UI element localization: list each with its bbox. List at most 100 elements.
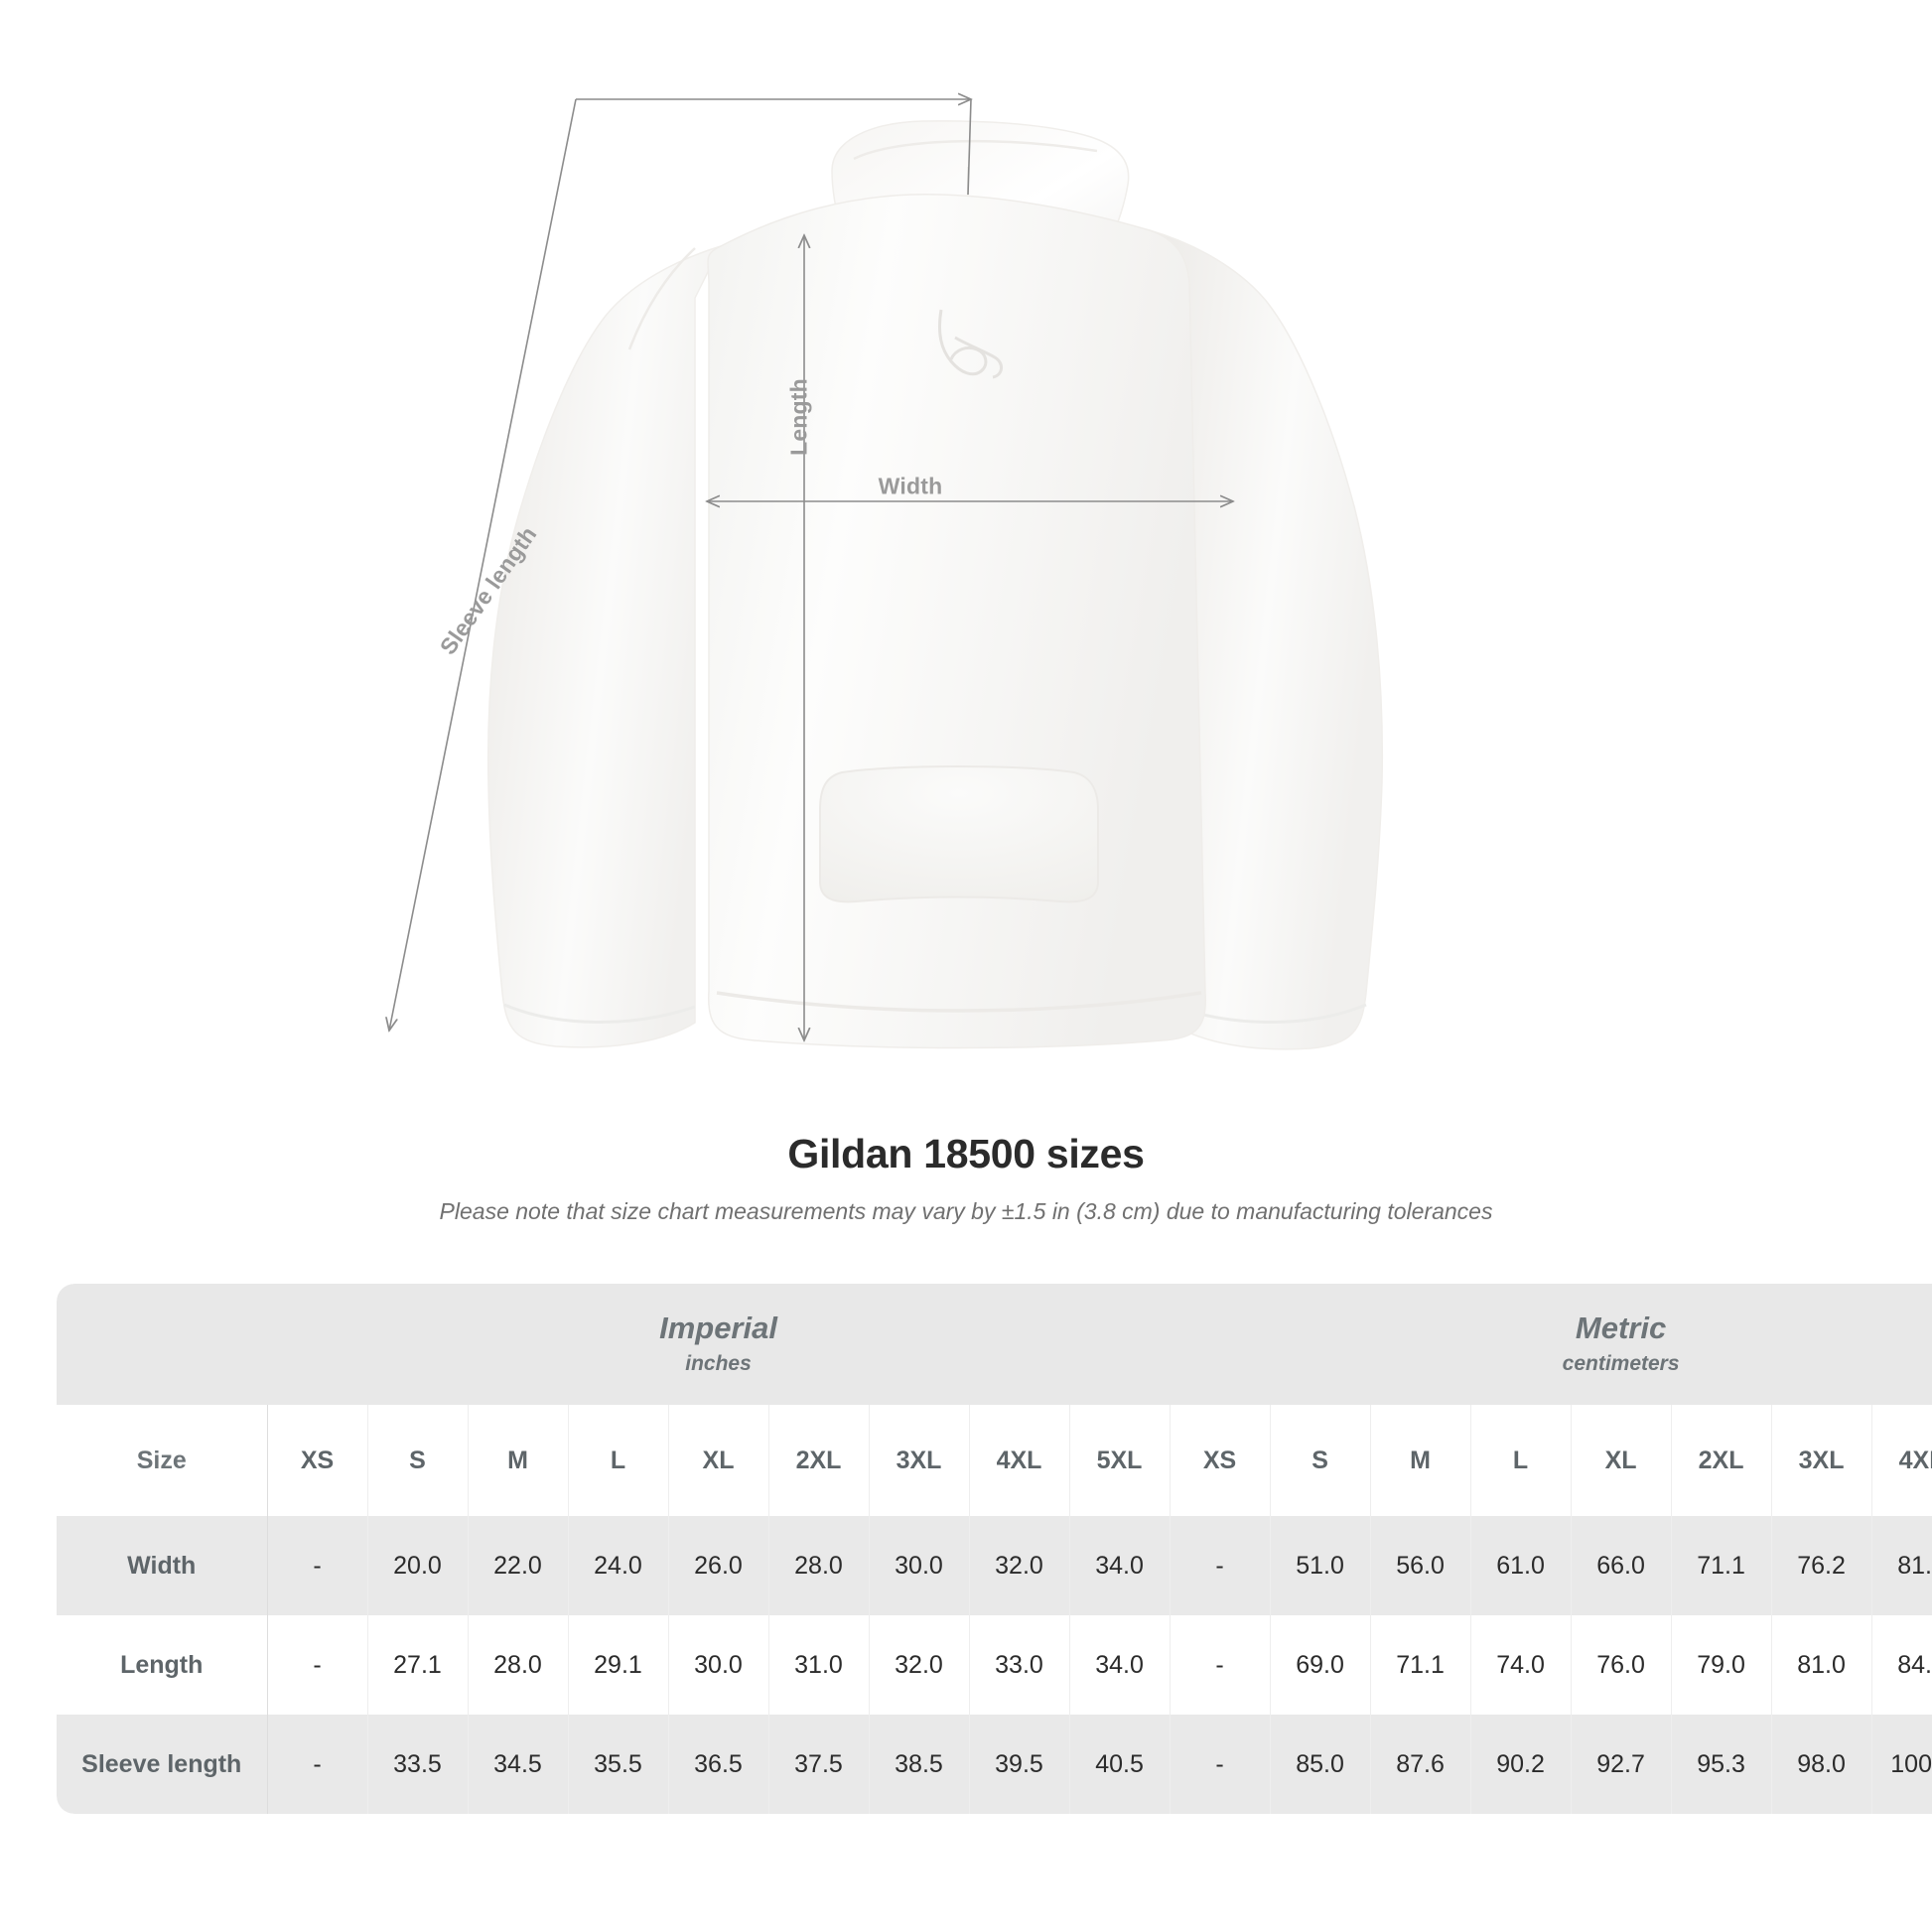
page-title: Gildan 18500 sizes	[787, 1131, 1145, 1176]
unit-group-imperial-sub: inches	[685, 1351, 752, 1375]
cell-width-metric-s: 51.0	[1270, 1516, 1371, 1615]
cell-length-imperial-s: 27.1	[367, 1615, 469, 1715]
cell-width-metric-4xl: 81.3	[1871, 1516, 1932, 1615]
cell-sleeve-imperial-2xl: 37.5	[768, 1715, 870, 1814]
size-header-metric-4xl: 4XL	[1871, 1405, 1932, 1516]
cell-width-imperial-s: 20.0	[367, 1516, 469, 1615]
cell-width-metric-2xl: 71.1	[1671, 1516, 1772, 1615]
cell-width-imperial-4xl: 32.0	[969, 1516, 1070, 1615]
cell-sleeve-imperial-s: 33.5	[367, 1715, 469, 1814]
cell-length-imperial-3xl: 32.0	[869, 1615, 970, 1715]
unit-group-metric-sub: centimeters	[1562, 1351, 1680, 1375]
cell-length-metric-l: 74.0	[1470, 1615, 1572, 1715]
sleeve-leader-tick	[967, 98, 972, 196]
size-header-metric-2xl: 2XL	[1671, 1405, 1772, 1516]
unit-group-spacer	[57, 1284, 267, 1405]
size-header-imperial-m: M	[468, 1405, 569, 1516]
cell-width-metric-xs: -	[1169, 1516, 1271, 1615]
chart-header: Gildan 18500 sizes Please note that size…	[0, 1131, 1932, 1225]
garment-diagram: Length Width Sleeve length	[0, 0, 1384, 1050]
left-cuff-seam	[503, 1003, 696, 1025]
cell-width-imperial-3xl: 30.0	[869, 1516, 970, 1615]
measurement-annotations	[389, 99, 1233, 1040]
size-header-metric-xl: XL	[1571, 1405, 1672, 1516]
cell-length-metric-xs: -	[1169, 1615, 1271, 1715]
unit-group-metric-name: Metric	[1575, 1310, 1667, 1345]
cell-sleeve-metric-4xl: 100.3	[1871, 1715, 1932, 1814]
size-header-imperial-4xl: 4XL	[969, 1405, 1070, 1516]
cell-length-metric-xl: 76.0	[1571, 1615, 1672, 1715]
table-row-length: Length - 27.1 28.0 29.1 30.0 31.0 32.0 3…	[57, 1615, 1932, 1715]
cell-length-metric-m: 71.1	[1370, 1615, 1471, 1715]
unit-group-imperial-name: Imperial	[659, 1310, 777, 1345]
unit-group-row: Imperial inches Metric centimeters	[57, 1284, 1932, 1405]
cell-width-metric-l: 61.0	[1470, 1516, 1572, 1615]
cell-sleeve-imperial-l: 35.5	[568, 1715, 669, 1814]
cell-length-imperial-l: 29.1	[568, 1615, 669, 1715]
size-header-imperial-xl: XL	[668, 1405, 769, 1516]
cell-length-imperial-5xl: 34.0	[1069, 1615, 1171, 1715]
size-table: Imperial inches Metric centimeters Size …	[57, 1284, 1932, 1814]
hoodie-illustration	[0, 0, 1384, 1050]
cell-sleeve-imperial-m: 34.5	[468, 1715, 569, 1814]
table-body: Width - 20.0 22.0 24.0 26.0 28.0 30.0 32…	[57, 1516, 1932, 1814]
row-label-length: Length	[57, 1615, 268, 1715]
table-row-width: Width - 20.0 22.0 24.0 26.0 28.0 30.0 32…	[57, 1516, 1932, 1615]
left-sleeve	[486, 244, 723, 1048]
unit-group-metric: Metric centimeters	[1170, 1284, 1932, 1405]
cell-length-metric-2xl: 79.0	[1671, 1615, 1772, 1715]
size-header-metric-l: L	[1470, 1405, 1572, 1516]
cell-length-imperial-4xl: 33.0	[969, 1615, 1070, 1715]
sleeve-leader-elbow	[571, 99, 576, 283]
cell-sleeve-imperial-4xl: 39.5	[969, 1715, 1070, 1814]
cell-sleeve-metric-xs: -	[1169, 1715, 1271, 1814]
row-label-width: Width	[57, 1516, 268, 1615]
cell-sleeve-metric-3xl: 98.0	[1771, 1715, 1872, 1814]
size-column-header: Size	[57, 1405, 268, 1516]
size-header-imperial-2xl: 2XL	[768, 1405, 870, 1516]
cell-width-metric-3xl: 76.2	[1771, 1516, 1872, 1615]
body-shape	[707, 194, 1206, 1049]
cell-length-metric-3xl: 81.0	[1771, 1615, 1872, 1715]
cell-length-metric-4xl: 84.0	[1871, 1615, 1932, 1715]
width-dimension-label: Width	[878, 473, 943, 499]
cell-width-imperial-5xl: 34.0	[1069, 1516, 1171, 1615]
left-shoulder-seam	[627, 247, 696, 350]
cell-width-metric-xl: 66.0	[1571, 1516, 1672, 1615]
kangaroo-pocket	[819, 765, 1099, 903]
size-header-metric-m: M	[1370, 1405, 1471, 1516]
cell-sleeve-metric-s: 85.0	[1270, 1715, 1371, 1814]
size-header-metric-s: S	[1270, 1405, 1371, 1516]
length-dimension-label: Length	[785, 378, 812, 456]
size-header-imperial-xs: XS	[266, 1405, 368, 1516]
cell-sleeve-metric-l: 90.2	[1470, 1715, 1572, 1814]
cell-width-imperial-xl: 26.0	[668, 1516, 769, 1615]
cell-sleeve-metric-xl: 92.7	[1571, 1715, 1672, 1814]
cell-sleeve-metric-2xl: 95.3	[1671, 1715, 1772, 1814]
cell-sleeve-imperial-5xl: 40.5	[1069, 1715, 1171, 1814]
tolerance-note: Please note that size chart measurements…	[439, 1198, 1493, 1225]
cell-width-imperial-xs: -	[266, 1516, 368, 1615]
size-header-metric-xs: XS	[1169, 1405, 1271, 1516]
cell-sleeve-metric-m: 87.6	[1370, 1715, 1471, 1814]
row-label-sleeve-length: Sleeve length	[57, 1715, 268, 1814]
cell-width-imperial-m: 22.0	[468, 1516, 569, 1615]
cell-width-imperial-l: 24.0	[568, 1516, 669, 1615]
size-header-imperial-3xl: 3XL	[869, 1405, 970, 1516]
table-head: Imperial inches Metric centimeters Size …	[57, 1284, 1932, 1516]
unit-group-imperial: Imperial inches	[267, 1284, 1171, 1405]
sleeve-length-line	[389, 98, 577, 1031]
cell-length-imperial-xl: 30.0	[668, 1615, 769, 1715]
size-header-metric-3xl: 3XL	[1771, 1405, 1872, 1516]
cell-sleeve-imperial-xs: -	[266, 1715, 368, 1814]
drawcord-left	[937, 309, 988, 376]
cell-width-imperial-2xl: 28.0	[768, 1516, 870, 1615]
cell-length-imperial-2xl: 31.0	[768, 1615, 870, 1715]
cell-sleeve-imperial-3xl: 38.5	[869, 1715, 970, 1814]
size-header-imperial-s: S	[367, 1405, 469, 1516]
size-header-row: Size XS S M L XL 2XL 3XL 4XL 5XL XS S M …	[57, 1405, 1932, 1516]
hoodie-body-shape	[486, 120, 1384, 1050]
drawcord-right	[954, 336, 1003, 379]
size-header-imperial-5xl: 5XL	[1069, 1405, 1171, 1516]
